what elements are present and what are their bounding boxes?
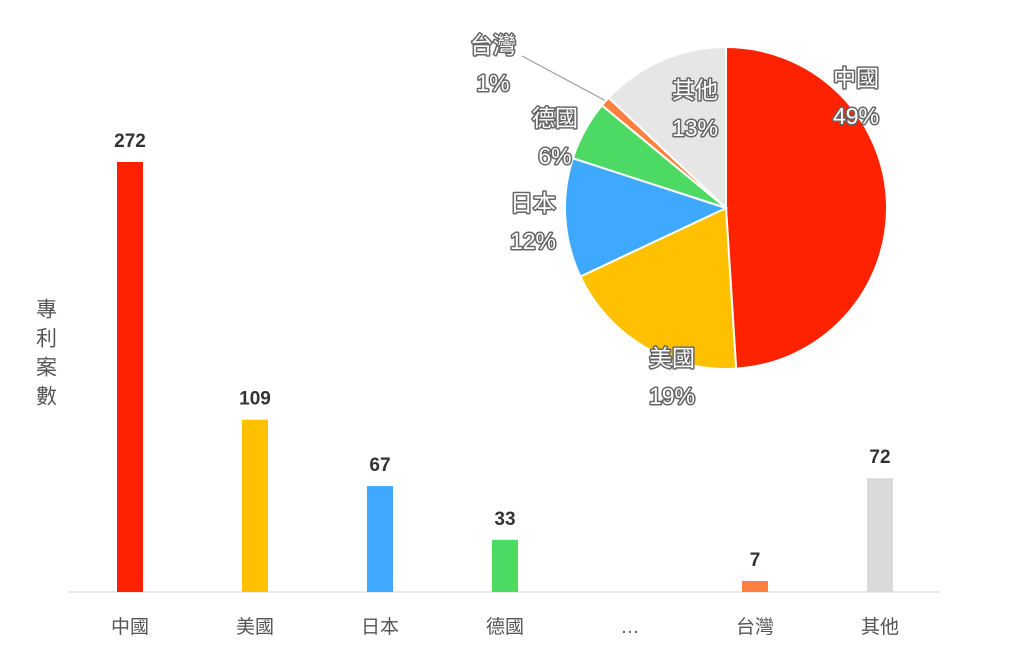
- data-label: 33: [494, 509, 515, 530]
- pie-label: 中國: [833, 65, 879, 91]
- pie-value-label: 12%: [510, 228, 556, 254]
- data-label: 272: [114, 131, 146, 152]
- pie-value-label: 1%: [476, 70, 509, 96]
- x-tick-label: 台灣: [736, 616, 774, 638]
- x-tick-label: 德國: [486, 616, 524, 638]
- bar: [867, 478, 893, 592]
- pie-label: 其他: [672, 77, 718, 103]
- bar: [242, 419, 268, 592]
- bar: [742, 580, 768, 592]
- data-label: 67: [369, 455, 390, 476]
- x-tick-label: 中國: [111, 616, 149, 638]
- data-label: 7: [750, 550, 761, 571]
- pie-slice: [607, 45, 727, 211]
- pie-slice: [564, 156, 729, 278]
- y-axis-label: 專利案數: [34, 298, 58, 414]
- x-tick-label: 日本: [361, 616, 399, 638]
- bar: [367, 486, 393, 592]
- pie-value-label: 49%: [833, 103, 879, 129]
- x-tick-label: 其他: [861, 616, 899, 638]
- x-tick-label: …: [621, 617, 640, 638]
- pie-slice: [578, 206, 738, 370]
- pie-label: 德國: [532, 105, 578, 131]
- pie-slice: [725, 45, 888, 370]
- pie-label: 日本: [510, 190, 556, 216]
- pie-label: 美國: [649, 345, 695, 371]
- data-label: 109: [239, 389, 271, 410]
- pie-value-label: 19%: [649, 383, 695, 409]
- bar: [492, 539, 518, 592]
- pie-value-label: 13%: [672, 115, 718, 141]
- bar: [117, 162, 143, 592]
- pie-value-label: 6%: [538, 143, 571, 169]
- data-label: 72: [869, 447, 890, 468]
- leader-line: [521, 55, 607, 102]
- x-tick-label: 美國: [236, 616, 274, 638]
- pie-label: 台灣: [470, 32, 516, 58]
